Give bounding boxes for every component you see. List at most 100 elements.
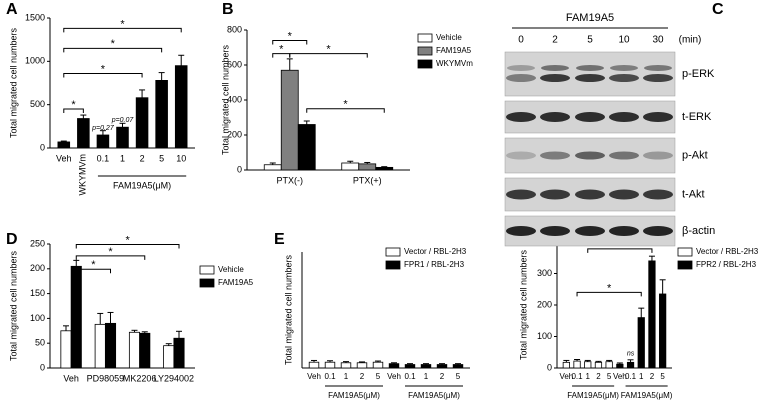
blot-band — [609, 189, 639, 200]
x-tick-label: 5 — [159, 153, 164, 163]
significance-bracket — [63, 47, 163, 53]
y-tick-label: 250 — [30, 238, 45, 248]
y-tick-label: 100 — [30, 313, 45, 323]
x-tick-label: 2 — [440, 372, 445, 381]
group-label: FAM19A5(μM) — [567, 391, 619, 400]
legend-swatch — [417, 59, 433, 69]
y-axis-label: Total migrated cell numbers — [220, 44, 230, 155]
significance-bracket — [63, 27, 182, 33]
blot-band — [575, 226, 605, 236]
row-label: t-Akt — [682, 188, 705, 200]
lane-label: 0 — [518, 35, 524, 46]
x-tick-label: 10 — [176, 153, 186, 163]
y-tick-label: 150 — [30, 288, 45, 298]
x-tick-label: PTX(+) — [353, 175, 382, 185]
significance-label: * — [125, 234, 130, 246]
x-tick-label: 5 — [456, 372, 461, 381]
bar — [605, 361, 613, 369]
x-tick-label: PD98059 — [87, 373, 125, 383]
legend-swatch — [417, 33, 433, 43]
y-tick-label: 1500 — [25, 12, 45, 22]
x-tick-label: 0.1 — [97, 153, 110, 163]
significance-label: * — [91, 259, 96, 271]
significance-bracket — [289, 53, 368, 58]
significance-label: * — [288, 30, 293, 42]
significance-label: * — [111, 38, 116, 50]
bar — [648, 260, 656, 369]
x-tick-label: Veh — [387, 372, 401, 381]
bar — [626, 361, 635, 369]
x-tick-label: 1 — [344, 372, 349, 381]
x-tick-label: Veh — [559, 372, 573, 381]
bar — [340, 362, 352, 369]
significance-label: * — [71, 99, 76, 111]
x-tick-label: 0.1 — [571, 372, 583, 381]
y-tick-label: 400 — [227, 94, 242, 104]
bar — [573, 360, 581, 369]
blot-band — [643, 112, 673, 122]
row-label: p-Akt — [682, 149, 708, 161]
significance-label: * — [279, 44, 284, 56]
bar — [375, 166, 394, 171]
bar — [616, 363, 624, 369]
bar — [372, 361, 384, 369]
bar — [96, 134, 110, 149]
bar — [436, 364, 448, 369]
blot-band — [575, 151, 605, 160]
blot-band — [643, 74, 673, 82]
blot-band — [540, 189, 570, 200]
x-tick-label: LY294002 — [154, 373, 194, 383]
blot-band — [575, 189, 605, 200]
x-tick-label: 2 — [360, 372, 365, 381]
legend-swatch — [417, 46, 433, 56]
x-tick-label: 0.1 — [625, 372, 637, 381]
bar — [163, 345, 175, 369]
bar — [356, 362, 368, 369]
legend-label: FAM19A5 — [436, 46, 472, 55]
y-axis-label: Total migrated cell numbers — [518, 249, 528, 360]
bar — [404, 364, 416, 369]
blot-band — [575, 74, 605, 82]
legend-swatch — [199, 265, 215, 275]
bar — [280, 69, 299, 171]
significance-bracket — [272, 40, 308, 45]
y-tick-label: 200 — [30, 263, 45, 273]
x-tick-label: 0.1 — [324, 372, 336, 381]
blot-band — [644, 65, 672, 71]
bar — [77, 118, 90, 149]
row-label: p-ERK — [682, 68, 715, 80]
legend-label: FAM19A5 — [218, 278, 254, 287]
blot-band — [507, 65, 535, 71]
blot-band — [610, 65, 638, 71]
blot-band — [541, 65, 569, 71]
x-tick-label: Veh — [613, 372, 627, 381]
significance-label: * — [343, 99, 348, 111]
y-axis-label: Total migrated cell numbers — [8, 250, 18, 361]
y-tick-label: 0 — [237, 164, 242, 174]
y-tick-label: 0 — [40, 142, 45, 152]
blot-band — [506, 112, 536, 122]
significance-label: * — [101, 63, 106, 75]
x-tick-label: Veh — [63, 373, 79, 383]
blot-band — [609, 74, 639, 82]
bar — [135, 97, 149, 149]
bar — [116, 126, 129, 149]
panel-letter: A — [6, 1, 18, 18]
legend-label: Vehicle — [436, 33, 462, 42]
bar — [341, 162, 360, 171]
bar — [584, 361, 592, 369]
x-tick-label: Veh — [56, 153, 72, 163]
bar — [155, 80, 168, 149]
blot-band — [506, 189, 536, 200]
legend-label: Vehicle — [218, 265, 244, 274]
y-tick-label: 300 — [537, 268, 552, 278]
bar — [324, 361, 336, 369]
legend-label: FPR1 / RBL-2H3 — [404, 260, 465, 269]
lane-label: 10 — [618, 35, 630, 46]
legend-swatch — [677, 247, 693, 257]
legend-swatch — [385, 247, 401, 257]
blot-title: FAM19A5 — [566, 12, 614, 24]
lane-label: 5 — [587, 35, 593, 46]
bar — [174, 65, 188, 149]
